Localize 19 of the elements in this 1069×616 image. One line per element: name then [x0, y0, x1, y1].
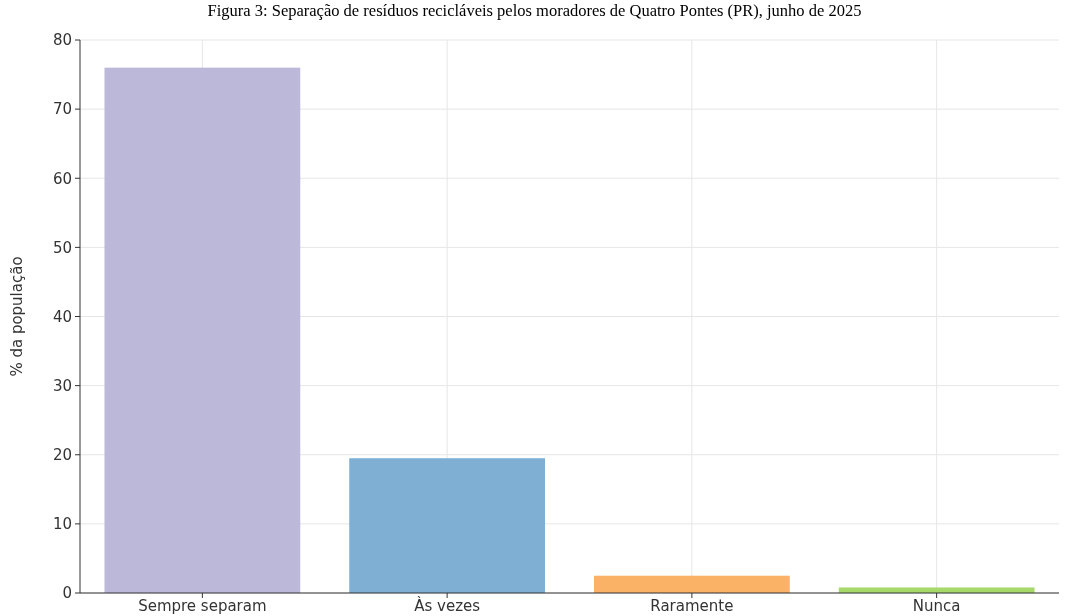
x-tick-label: Às vezes [414, 596, 481, 615]
bar [349, 458, 546, 593]
y-tick-label: 60 [52, 169, 72, 188]
bar [838, 587, 1035, 593]
y-tick-label: 10 [52, 515, 72, 534]
y-tick-label: 50 [52, 238, 72, 257]
x-tick-label: Nunca [912, 597, 961, 615]
y-tick-label: 30 [52, 376, 72, 395]
x-tick-label: Raramente [650, 597, 734, 615]
y-axis-title: % da população [8, 256, 26, 377]
y-tick-label: 0 [62, 584, 72, 603]
y-tick-label: 80 [52, 31, 72, 50]
y-tick-label: 40 [52, 307, 72, 326]
chart-title: Figura 3: Separação de resíduos recicláveis pelos moradores de Quatro Pontes (PR), junho de 2025 [207, 1, 862, 20]
x-tick-label: Sempre separam [138, 597, 267, 615]
bar [104, 67, 301, 593]
bar [593, 575, 790, 593]
y-tick-label: 70 [52, 100, 72, 119]
y-tick-label: 20 [52, 446, 72, 464]
